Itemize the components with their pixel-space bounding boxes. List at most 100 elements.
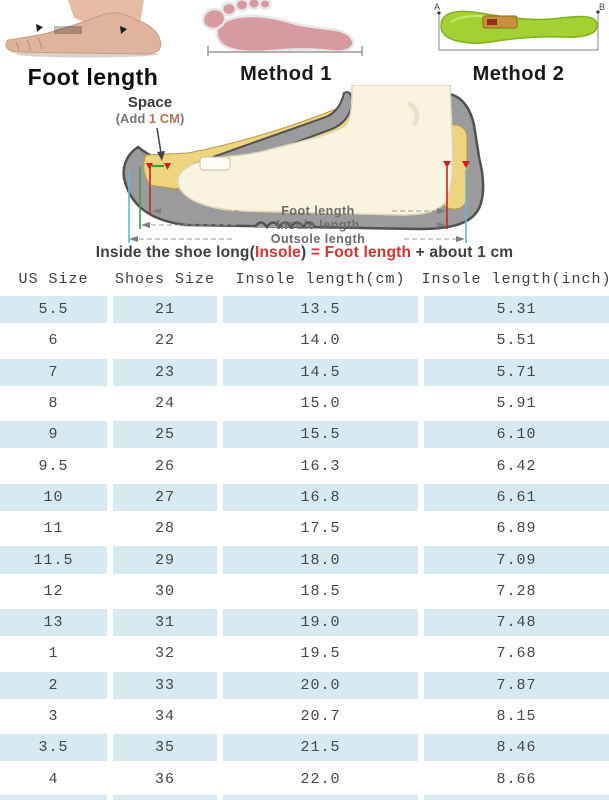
table-cell: 28: [154, 520, 175, 538]
table-cell: 6.89: [496, 520, 537, 538]
table-cell: 3: [48, 708, 59, 725]
measure-dash-lines: [131, 210, 463, 240]
table-cell: 10: [0, 483, 107, 512]
formula-text: Inside the shoe long(: [95, 244, 255, 261]
table-cell: 7.87: [424, 671, 609, 699]
table-cell: 7.68: [496, 645, 537, 663]
insole-icon: A B: [434, 2, 605, 51]
table-row: 3 34 20.7 8.15: [0, 701, 609, 732]
toenail: [199, 156, 231, 171]
table-row: 2 33 20.0 7.87: [0, 670, 609, 701]
table-cell: 34: [154, 708, 175, 725]
table-cell: 13.5: [223, 296, 418, 324]
table-cell: 1: [48, 645, 59, 663]
marker-a-dot: [437, 11, 441, 15]
table-row: 10 27 16.8 6.61: [0, 482, 609, 513]
table-cell: 7.28: [496, 582, 537, 600]
marker-b-dot: [596, 10, 600, 14]
table-cell: 13: [0, 608, 107, 637]
insole-shape: [440, 10, 598, 44]
table-cell: 22: [154, 332, 175, 350]
table-cell: 19.0: [223, 608, 418, 637]
table-cell: 5.31: [424, 296, 609, 324]
table-cell: 8.46: [424, 734, 609, 762]
foot-photo-panel: Foot length: [2, 0, 184, 91]
formula-tail: + about 1 cm: [411, 244, 514, 261]
table-cell: 7.48: [424, 608, 609, 637]
table-cell: 27: [113, 483, 217, 512]
method1-panel: Method 1: [196, 0, 376, 86]
table-cell: 7: [0, 358, 107, 386]
table-cell: 17.5: [300, 520, 341, 538]
table-cell: 26: [154, 457, 175, 475]
table-cell: 6.10: [424, 421, 609, 449]
header-us-size: US Size: [18, 270, 89, 288]
size-table-body: 5.5 21 13.5 5.31 6 22 14.0 5.51 7 23 14.5 5.71 8 24 15…: [0, 294, 609, 795]
footprint-toe-4: [247, 0, 261, 10]
method1-label: Method 1: [240, 63, 332, 85]
heel-arrow-icon: [120, 26, 127, 34]
table-cell: 5.51: [496, 332, 537, 350]
table-cell: 15.0: [300, 395, 341, 413]
watermark: [54, 26, 82, 34]
sole-tread: [253, 221, 317, 230]
table-cell: 20.7: [300, 708, 341, 725]
table-cell: 35: [113, 734, 217, 762]
table-row: 6 22 14.0 5.51: [0, 325, 609, 356]
table-cell: 24: [154, 395, 175, 413]
space-arrow-head: [157, 151, 165, 161]
table-row: 4 36 22.0 8.66: [0, 763, 609, 794]
table-cell: 29: [113, 546, 217, 574]
table-cell: 20.0: [223, 671, 418, 699]
table-row: 13 31 19.0 7.48: [0, 607, 609, 638]
table-row: 9.5 26 16.3 6.42: [0, 450, 609, 481]
table-cell: 11: [43, 520, 64, 538]
table-cell: 8.15: [496, 708, 537, 725]
method2-label: Method 2: [472, 63, 565, 85]
space-title: Space: [128, 94, 172, 111]
footprint-big-toe: [201, 7, 227, 31]
table-row: 1 32 19.5 7.68: [0, 638, 609, 669]
table-cell: 8: [48, 395, 59, 413]
table-cell: 9: [0, 421, 107, 449]
table-cell: 36: [154, 770, 175, 788]
table-cell: 11.5: [0, 546, 107, 574]
outsole-length-label: Outsole length: [271, 232, 366, 246]
table-cell: 21.5: [223, 734, 418, 762]
table-cell: 14.5: [223, 358, 418, 386]
table-cell: 18.5: [300, 582, 341, 600]
table-row: 3.5 35 21.5 8.46: [0, 732, 609, 763]
table-cell: 18.0: [223, 546, 418, 574]
foot-length-label: Foot length: [281, 204, 355, 218]
method2-panel: A B Method 2: [428, 0, 609, 86]
table-cell: 19.5: [300, 645, 341, 663]
table-cell: 22.0: [300, 770, 341, 788]
table-row: 8 24 15.0 5.91: [0, 388, 609, 419]
heel-markers: [443, 161, 470, 168]
table-cell: 9.5: [38, 457, 69, 475]
table-cell: 12: [43, 582, 64, 600]
marker-a-label: A: [434, 2, 440, 12]
table-cell: 4: [48, 770, 59, 788]
formula-foot-length: Foot length: [324, 244, 412, 261]
table-cell: 31: [113, 608, 217, 637]
table-row: 12 30 18.5 7.28: [0, 576, 609, 607]
table-cell: 25: [113, 421, 217, 449]
table-cell: 32: [154, 645, 175, 663]
footprint-toe-5: [258, 0, 272, 10]
table-cell: 16.3: [300, 457, 341, 475]
table-cell: 7.09: [424, 546, 609, 574]
table-cell: 3.5: [0, 734, 107, 762]
foot-inside-shoe: [176, 85, 454, 216]
ankle-shading: [406, 100, 420, 127]
footprint-toe-3: [234, 0, 250, 12]
marker-b-label: B: [599, 2, 605, 12]
foot-shape: [5, 12, 162, 55]
header-shoes-size: Shoes Size: [114, 270, 215, 288]
shoe-measurement-diagram: Space (Add 1 CM): [116, 85, 485, 246]
space-subtitle: (Add 1 CM): [116, 111, 185, 126]
method1-measure-line: [207, 46, 363, 56]
table-cell: 6.42: [496, 457, 537, 475]
table-cell: 33: [113, 671, 217, 699]
